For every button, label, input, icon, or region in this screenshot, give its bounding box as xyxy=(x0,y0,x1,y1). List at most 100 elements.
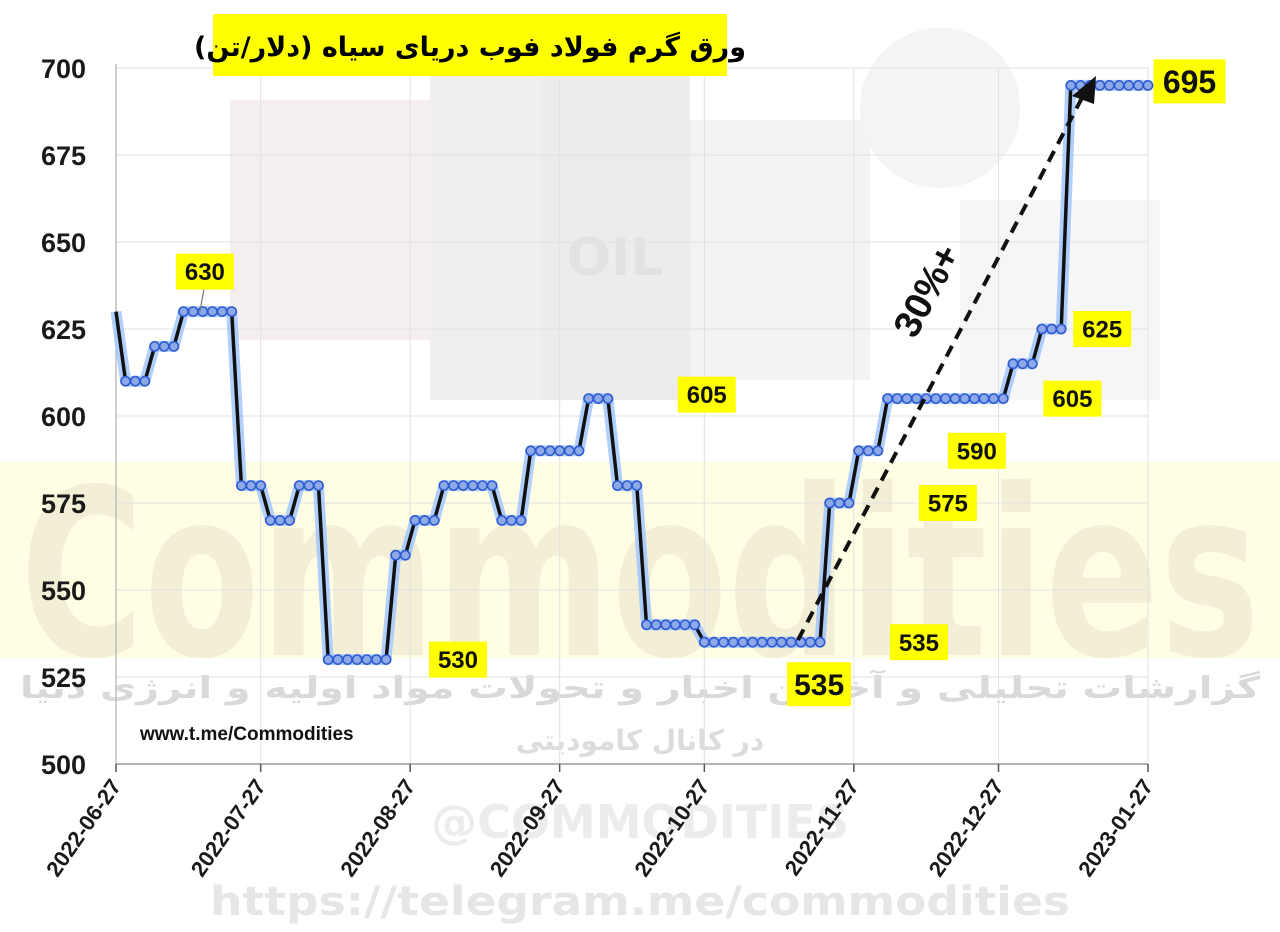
data-point xyxy=(428,515,440,526)
y-tick-label: 550 xyxy=(41,576,86,606)
watermark-layer: OIL Commodities گزارشات تحلیلی و آخرین ا… xyxy=(0,28,1280,925)
data-point xyxy=(834,497,845,509)
data-label: 605 xyxy=(1052,386,1092,413)
data-point xyxy=(264,515,276,526)
data-point xyxy=(303,480,315,491)
data-point xyxy=(1094,80,1106,91)
data-point xyxy=(621,480,633,491)
data-point xyxy=(1104,80,1115,91)
data-point xyxy=(959,393,971,404)
series-layer xyxy=(110,79,1154,666)
chart-title-box: ورق گرم فولاد فوب دریای سیاه (دلار/تن) xyxy=(194,14,746,76)
data-label: 535 xyxy=(794,669,844,702)
data-point xyxy=(997,393,1009,404)
data-point xyxy=(1065,80,1077,91)
data-point xyxy=(612,480,623,491)
data-point xyxy=(313,480,324,491)
data-point xyxy=(583,393,594,404)
data-label-bg xyxy=(1043,380,1102,417)
data-point xyxy=(448,480,459,491)
data-point xyxy=(438,480,450,491)
data-point xyxy=(718,636,729,648)
data-point xyxy=(525,445,537,457)
data-label: 575 xyxy=(928,491,968,518)
data-point xyxy=(496,515,508,526)
data-point xyxy=(853,445,865,457)
data-point xyxy=(679,619,691,631)
data-point xyxy=(149,340,160,352)
x-tick-label: 2022-07-27 xyxy=(186,775,271,882)
y-tick-label: 575 xyxy=(41,489,86,519)
y-tick-label: 600 xyxy=(41,402,86,432)
data-point xyxy=(380,654,392,665)
data-point xyxy=(882,393,893,404)
data-point xyxy=(814,636,826,648)
data-point xyxy=(515,515,527,526)
data-point xyxy=(370,654,382,665)
data-point xyxy=(805,636,816,648)
watermark-url: https://telegram.me/commodities xyxy=(210,879,1070,925)
data-point xyxy=(168,340,180,352)
data-label: 625 xyxy=(1082,317,1122,344)
trend-label: 30%+ xyxy=(886,238,969,344)
data-label: 695 xyxy=(1163,64,1216,100)
data-point xyxy=(120,375,131,387)
watermark-shape-left xyxy=(230,100,450,340)
data-point xyxy=(660,619,672,631)
data-point xyxy=(197,306,209,317)
data-point xyxy=(872,445,884,457)
data-point xyxy=(969,393,980,404)
y-axis: 500 525 550 575 600 625 650 675 700 xyxy=(41,54,86,780)
data-point xyxy=(747,636,758,648)
data-point xyxy=(187,306,199,317)
data-label: 605 xyxy=(687,382,727,409)
data-point xyxy=(641,619,652,631)
data-point xyxy=(457,480,469,491)
data-point xyxy=(756,636,768,648)
watermark-circle xyxy=(860,28,1020,188)
data-point xyxy=(766,636,778,648)
x-tick-label: 2023-01-27 xyxy=(1073,775,1158,882)
y-tick-label: 675 xyxy=(41,141,86,171)
data-point xyxy=(216,306,228,317)
data-point xyxy=(409,515,421,526)
watermark-barrel-left xyxy=(430,70,550,400)
data-point xyxy=(235,480,247,491)
data-point xyxy=(631,480,643,491)
data-point xyxy=(602,393,614,404)
data-point xyxy=(862,445,874,457)
data-label: 590 xyxy=(957,438,997,465)
data-point xyxy=(563,445,575,457)
data-point xyxy=(785,636,797,648)
data-point xyxy=(284,515,295,526)
data-point xyxy=(158,340,170,352)
data-point xyxy=(1142,80,1154,91)
data-point xyxy=(399,549,411,561)
data-point xyxy=(342,654,353,665)
data-point xyxy=(178,306,189,317)
watermark-line2: در کانال کامودیتی xyxy=(516,724,764,757)
data-label-bg xyxy=(787,662,852,707)
data-label-bg xyxy=(918,485,977,521)
data-point xyxy=(1046,323,1057,335)
data-point xyxy=(332,654,344,665)
data-point xyxy=(891,393,903,404)
data-point xyxy=(467,480,479,491)
data-label-bg xyxy=(947,432,1006,469)
data-label-bg xyxy=(889,624,948,661)
grid-layer xyxy=(115,64,1149,765)
data-point xyxy=(1007,358,1019,370)
watermark-barrel xyxy=(540,60,690,400)
data-label-bg xyxy=(1153,59,1226,104)
data-label: 535 xyxy=(899,630,939,657)
data-point xyxy=(245,480,257,491)
data-point xyxy=(477,480,488,491)
data-point xyxy=(351,654,363,665)
watermark-line1: گزارشات تحلیلی و آخرین اخبار و تحولات مو… xyxy=(20,669,1261,706)
data-point xyxy=(322,654,334,665)
data-label-bg xyxy=(428,641,487,678)
data-point xyxy=(1026,358,1038,370)
annotation-layer: 630 530 605 535 535 575 590 605 625 695 xyxy=(175,59,1226,707)
data-point xyxy=(361,654,373,665)
